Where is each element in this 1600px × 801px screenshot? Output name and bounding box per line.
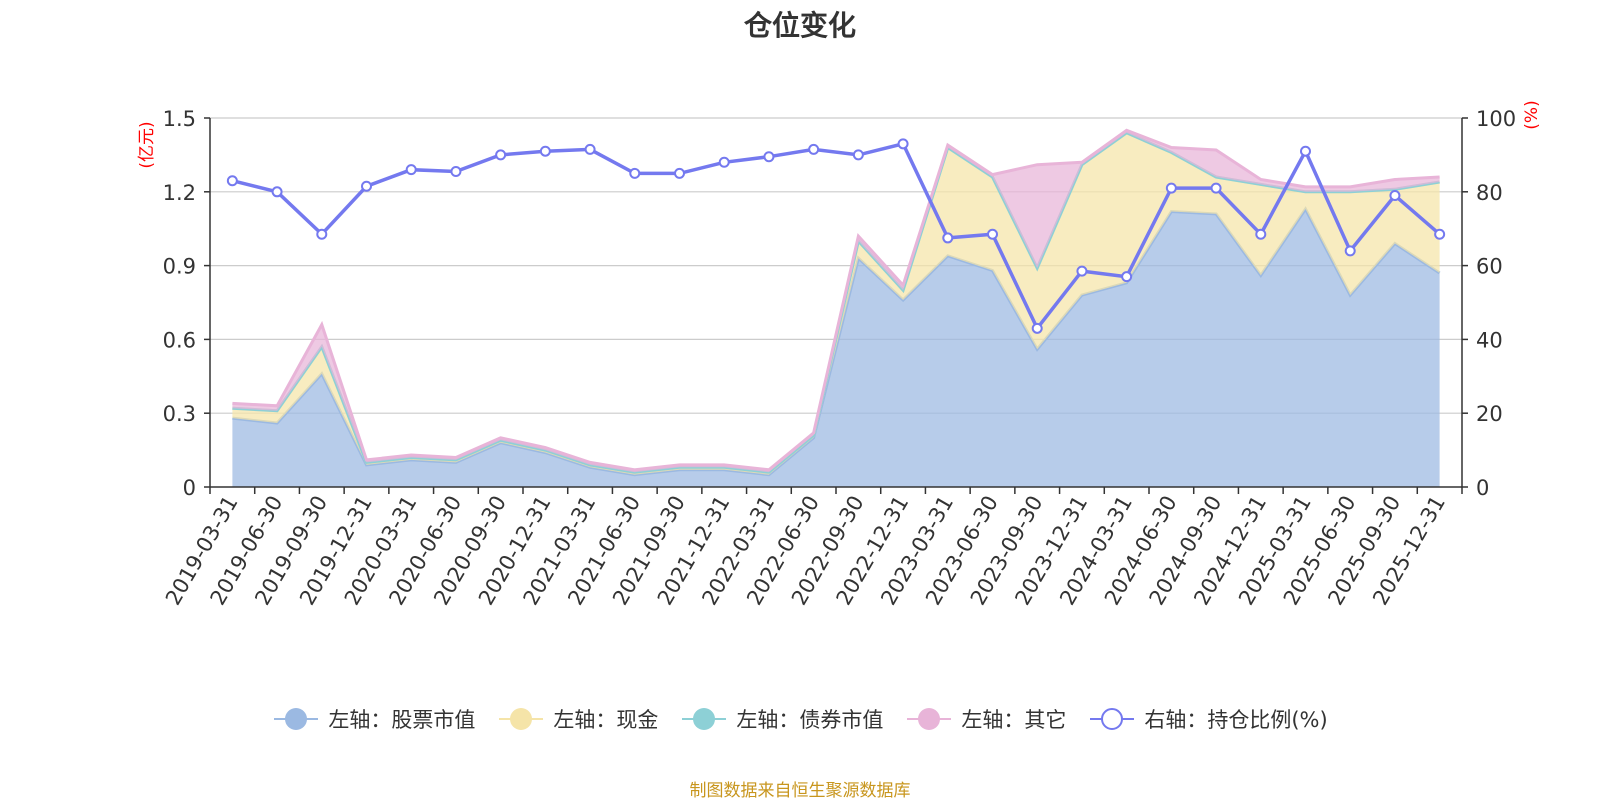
left-y-tick-label: 0.9 [163,255,196,279]
ratio-point [987,228,998,240]
ratio-point [271,186,283,198]
ratio-point [763,151,775,163]
ratio-point [361,180,372,192]
ratio-point [1255,228,1267,240]
legend-label: 右轴：持仓比例(%) [1144,708,1328,732]
right-y-tick-label: 80 [1476,181,1503,205]
ratio-point [808,143,820,155]
right-y-tick-label: 60 [1476,255,1503,279]
chart-title: 仓位变化 [743,9,856,42]
legend-label: 左轴：其它 [961,708,1067,732]
data-source-footer: 制图数据来自恒生聚源数据库 [689,781,911,801]
ratio-point [1076,265,1088,277]
chart-legend: 左轴：股票市值 左轴：现金 左轴：债券市值 左轴：其它 右轴：持仓比例(%) [0,704,1600,734]
legend-swatch-icon [907,708,952,730]
ratio-point [1300,145,1311,157]
ratio-point [629,167,641,179]
right-axis-unit: (%) [1522,100,1542,129]
legend-item[interactable]: 左轴：债券市值 [680,704,883,734]
ratio-point [450,166,462,178]
area-左轴：现金 [232,132,1440,475]
ratio-point [1344,245,1356,257]
area-edge-左轴：其它 [232,128,1440,472]
left-y-tick-label: 0.3 [163,402,196,426]
legend-label: 左轴：现金 [553,708,659,732]
ratio-point [226,175,238,187]
ratio-point [405,164,417,176]
legend-label: 左轴：股票市值 [328,708,476,732]
legend-item[interactable]: 左轴：股票市值 [272,704,475,734]
right-y-tick-label: 40 [1476,328,1503,352]
right-y-tick-label: 20 [1476,402,1503,426]
ratio-point [718,156,730,168]
area-series [232,128,1441,487]
legend-label: 左轴：债券市值 [736,708,884,732]
left-y-tick-label: 1.5 [163,107,196,131]
ratio-point [852,149,864,161]
chart-canvas: 00.30.60.91.21.50204060801002019-03-3120… [137,100,1542,609]
ratio-point [1165,182,1177,194]
left-axis-unit: (亿元) [137,121,157,168]
ratio-line-series [226,138,1446,334]
legend-swatch-icon [274,708,319,730]
ratio-point [495,149,507,161]
legend-swatch-icon [1090,708,1135,730]
right-y-tick-label: 100 [1476,107,1516,131]
ratio-point [1031,322,1043,334]
ratio-point [584,143,596,155]
ratio-point [1210,182,1222,194]
left-y-tick-label: 0 [183,476,196,500]
legend-item[interactable]: 右轴：持仓比例(%) [1088,704,1328,734]
ratio-point [942,232,954,244]
legend-item[interactable]: 左轴：其它 [905,704,1066,734]
ratio-point [674,167,685,179]
ratio-point [539,145,551,157]
ratio-point [1121,271,1133,283]
ratio-line [231,141,1441,332]
left-y-tick-label: 0.6 [163,328,196,352]
ratio-point [897,138,909,150]
legend-swatch-icon [499,708,544,730]
ratio-point [1389,189,1401,201]
left-y-tick-label: 1.2 [163,181,196,205]
legend-item[interactable]: 左轴：现金 [497,704,658,734]
ratio-point [316,228,328,240]
right-y-tick-label: 0 [1476,476,1489,500]
ratio-point [1434,228,1446,240]
legend-swatch-icon [682,708,727,730]
